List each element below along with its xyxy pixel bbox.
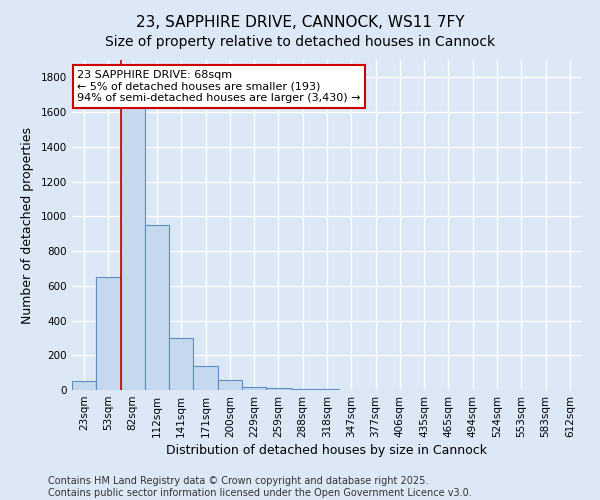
Bar xyxy=(145,225,169,390)
X-axis label: Distribution of detached houses by size in Cannock: Distribution of detached houses by size … xyxy=(167,444,487,457)
Bar xyxy=(169,338,193,390)
Text: 23, SAPPHIRE DRIVE, CANNOCK, WS11 7FY: 23, SAPPHIRE DRIVE, CANNOCK, WS11 7FY xyxy=(136,15,464,30)
Bar xyxy=(193,366,218,390)
Bar xyxy=(242,386,266,390)
Bar xyxy=(218,380,242,390)
Bar xyxy=(290,389,315,390)
Text: 23 SAPPHIRE DRIVE: 68sqm
← 5% of detached houses are smaller (193)
94% of semi-d: 23 SAPPHIRE DRIVE: 68sqm ← 5% of detache… xyxy=(77,70,361,103)
Bar xyxy=(121,94,145,390)
Y-axis label: Number of detached properties: Number of detached properties xyxy=(21,126,34,324)
Bar xyxy=(96,277,121,390)
Bar xyxy=(266,388,290,390)
Text: Contains HM Land Registry data © Crown copyright and database right 2025.
Contai: Contains HM Land Registry data © Crown c… xyxy=(48,476,472,498)
Bar xyxy=(72,382,96,390)
Text: Size of property relative to detached houses in Cannock: Size of property relative to detached ho… xyxy=(105,35,495,49)
